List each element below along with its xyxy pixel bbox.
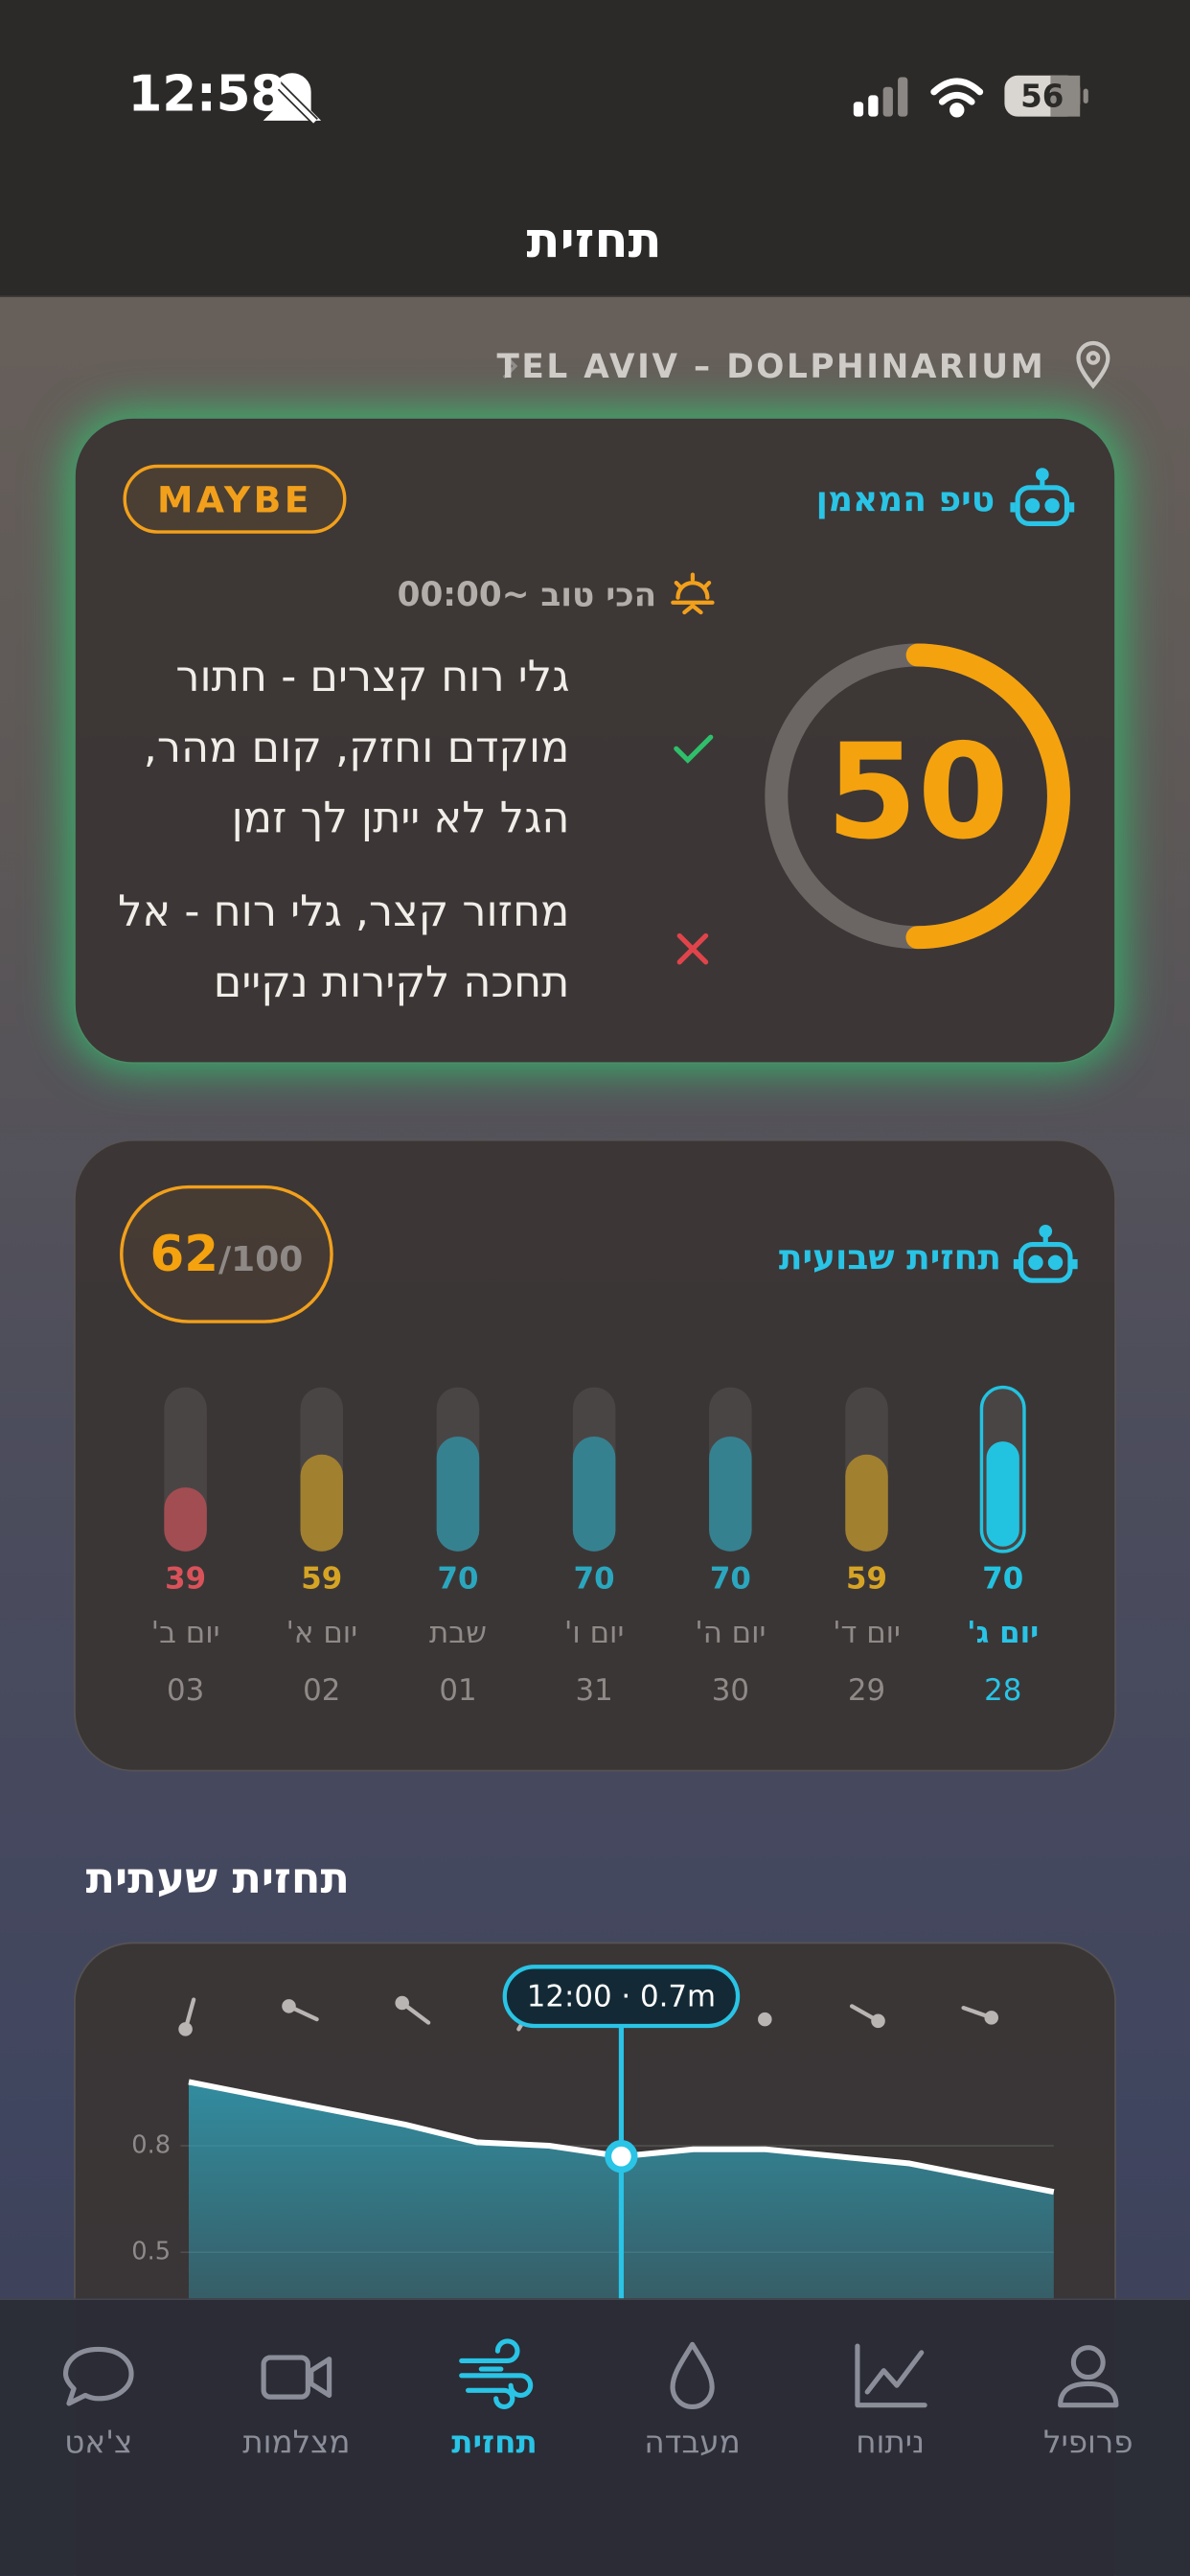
day-date: 30 <box>711 1673 749 1709</box>
day-score: 70 <box>982 1562 1024 1597</box>
day-score: 70 <box>709 1562 751 1597</box>
day-score: 39 <box>165 1562 207 1597</box>
tab-icon[interactable] <box>62 2346 134 2406</box>
day-name: יום ב' <box>150 1616 220 1651</box>
score-ring-arc <box>765 643 1070 950</box>
tab-bar: פרופיל ניתוח מעבדה תחזית מצלמות צ'אט <box>0 2298 1190 2576</box>
tab-label[interactable]: פרופיל <box>1042 2425 1133 2461</box>
wifi-icon <box>930 78 984 118</box>
day-date: 28 <box>984 1673 1022 1709</box>
day-name: יום א' <box>286 1616 358 1651</box>
day-name: יום ג' <box>967 1616 1040 1651</box>
robot-icon <box>1010 468 1075 527</box>
verdict-pill: MAYBE <box>123 464 347 534</box>
day-date: 02 <box>303 1673 341 1709</box>
tip-title: טיפ המאמן <box>815 479 995 519</box>
tab-label[interactable]: תחזית <box>451 2425 538 2461</box>
wind-arrows <box>178 1995 998 2036</box>
day-date: 03 <box>166 1673 205 1709</box>
weekly-title: תחזית שבועית <box>778 1237 1001 1277</box>
day-score: 70 <box>573 1562 615 1597</box>
location-pin <box>1076 340 1110 389</box>
day-name: יום ה' <box>695 1616 767 1651</box>
day-bar <box>845 1454 888 1552</box>
check-icon <box>674 734 714 764</box>
hourly-plot: 0.8 0.5 <box>131 2025 1055 2299</box>
weekly-score: 62 <box>149 1225 219 1283</box>
day-bar <box>300 1454 344 1552</box>
day-name: שבת <box>428 1616 487 1651</box>
tab-label[interactable]: מצלמות <box>242 2425 351 2461</box>
day-score: 70 <box>437 1562 479 1597</box>
day-bar <box>986 1441 1019 1547</box>
chevron <box>502 353 518 380</box>
day-date: 29 <box>847 1673 886 1709</box>
pro-text: גלי רוח קצרים - חתור מוקדם וחזק, קום מהר… <box>143 653 570 844</box>
day-score: 59 <box>301 1562 343 1597</box>
day-bar <box>709 1436 752 1552</box>
day-score: 59 <box>846 1562 887 1597</box>
day-name: יום ד' <box>833 1616 901 1651</box>
tab-icons <box>62 2338 1119 2409</box>
con-text: מחזור קצר, גלי רוח - אל תחכה לקירות נקיי… <box>118 887 570 1008</box>
weekly-score-pill: 62/100 <box>120 1184 333 1323</box>
tooltip-text: 12:00 · 0.7m <box>527 1979 716 2013</box>
day-bar <box>436 1436 480 1552</box>
tab-icon[interactable] <box>261 2355 332 2400</box>
tab-icon[interactable] <box>459 2338 534 2409</box>
top-bar <box>0 0 1190 298</box>
robot-icon <box>1013 1224 1078 1283</box>
y-tick-label: 0.5 <box>131 2238 171 2266</box>
battery-icon <box>1004 75 1088 117</box>
weekly-max: /100 <box>218 1239 304 1279</box>
cross-icon <box>676 932 709 965</box>
mute-icon <box>263 72 322 125</box>
screen-title: תחזית <box>526 212 662 270</box>
day-bar <box>164 1487 207 1552</box>
best-time: הכי טוב ~00:00 <box>397 574 657 614</box>
tab-label[interactable]: ניתוח <box>856 2425 926 2461</box>
day-date: 31 <box>575 1673 613 1709</box>
tab-label[interactable]: צ'אט <box>64 2425 133 2461</box>
tab-icon[interactable] <box>670 2341 715 2409</box>
sunrise-icon <box>671 572 715 615</box>
hourly-title: תחזית שעתית <box>85 1854 350 1905</box>
y-tick-label: 0.8 <box>131 2131 171 2160</box>
score-value: 50 <box>826 717 1009 869</box>
status-time: 12:58 <box>127 66 286 125</box>
day-date: 01 <box>439 1673 477 1709</box>
tooltip-bg <box>502 1965 741 2029</box>
day-bar <box>572 1436 616 1552</box>
tab-icon[interactable] <box>1058 2345 1119 2408</box>
location-name[interactable]: TEL AVIV – DOLPHINARIUM <box>496 346 1046 386</box>
cursor-point <box>605 2140 638 2174</box>
tab-label[interactable]: מעבדה <box>644 2425 741 2461</box>
tab-icon[interactable] <box>855 2343 927 2408</box>
signal-icon <box>853 77 908 117</box>
day-name: יום ו' <box>563 1616 625 1651</box>
battery-level: 56 <box>1020 79 1064 115</box>
tip-card <box>74 417 1116 1065</box>
